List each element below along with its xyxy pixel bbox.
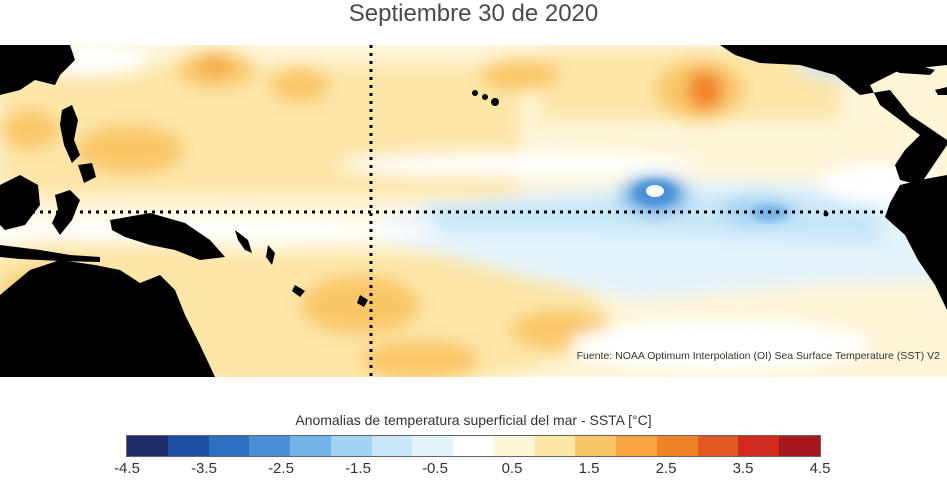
fiji-land (357, 295, 368, 307)
colorbar-swatch (290, 436, 331, 456)
colorbar-tick-label: 2.5 (655, 460, 677, 477)
colorbar-swatch (208, 436, 250, 456)
colorbar-tick-labels: -4.5 -3.5 -2.5 -1.5 -0.5 0.5 1.5 2.5 3.5 4.5 (0, 460, 947, 480)
colorbar-tick-label: -2.5 (268, 460, 294, 477)
colorbar-swatch (575, 436, 617, 456)
colorbar-swatch (534, 436, 576, 456)
new-guinea-land (110, 213, 225, 260)
colorbar-swatch (453, 436, 494, 456)
mindanao-land (78, 163, 96, 183)
colorbar-tick-label: 0.5 (501, 460, 523, 477)
colorbar-swatch (412, 436, 454, 456)
colorbar-swatch (656, 436, 698, 456)
colorbar-tick-label: 3.5 (732, 460, 754, 477)
colorbar-swatch (127, 436, 168, 456)
hawaii-island-1 (472, 90, 478, 96)
hawaii-island-3 (491, 98, 499, 106)
borneo-land (0, 175, 40, 230)
colorbar-swatch (779, 436, 821, 456)
sst-anomaly-map (0, 45, 947, 377)
cuba-land (880, 63, 935, 75)
new-caledonia-land (292, 285, 305, 297)
colorbar-tick-label: 4.5 (809, 460, 831, 477)
solomon-islands-land (235, 230, 252, 253)
colorbar-swatch (738, 436, 780, 456)
map-title: Septiembre 30 de 2020 (348, 0, 599, 27)
colorbar-tick-label: -4.5 (114, 460, 140, 477)
colorbar-swatch (697, 436, 739, 456)
colorbar (126, 435, 821, 457)
philippines-land (60, 105, 80, 163)
hispaniola-land (935, 87, 947, 95)
colorbar-swatch (167, 436, 209, 456)
vanuatu-land (266, 245, 275, 265)
colorbar-tick-label: -3.5 (191, 460, 217, 477)
colorbar-swatch (371, 436, 413, 456)
source-note: Fuente: NOAA Optimum Interpolation (OI) … (576, 350, 940, 362)
north-america-land (720, 45, 947, 185)
map-svg (0, 45, 947, 377)
colorbar-swatch (616, 436, 657, 456)
colorbar-swatch (330, 436, 372, 456)
colorbar-swatch (493, 436, 535, 456)
colorbar-tick-label: -0.5 (422, 460, 448, 477)
colorbar-swatch (249, 436, 291, 456)
south-america-land (885, 175, 947, 310)
colorbar-title: Anomalias de temperatura superficial del… (295, 412, 652, 428)
java-islands-land (0, 245, 100, 262)
cold-anomaly-center (646, 185, 664, 197)
asia-land (0, 45, 75, 95)
hawaii-island-2 (482, 94, 488, 100)
australia-land (0, 260, 215, 377)
colorbar-tick-label: -1.5 (345, 460, 371, 477)
colorbar-tick-label: 1.5 (578, 460, 600, 477)
